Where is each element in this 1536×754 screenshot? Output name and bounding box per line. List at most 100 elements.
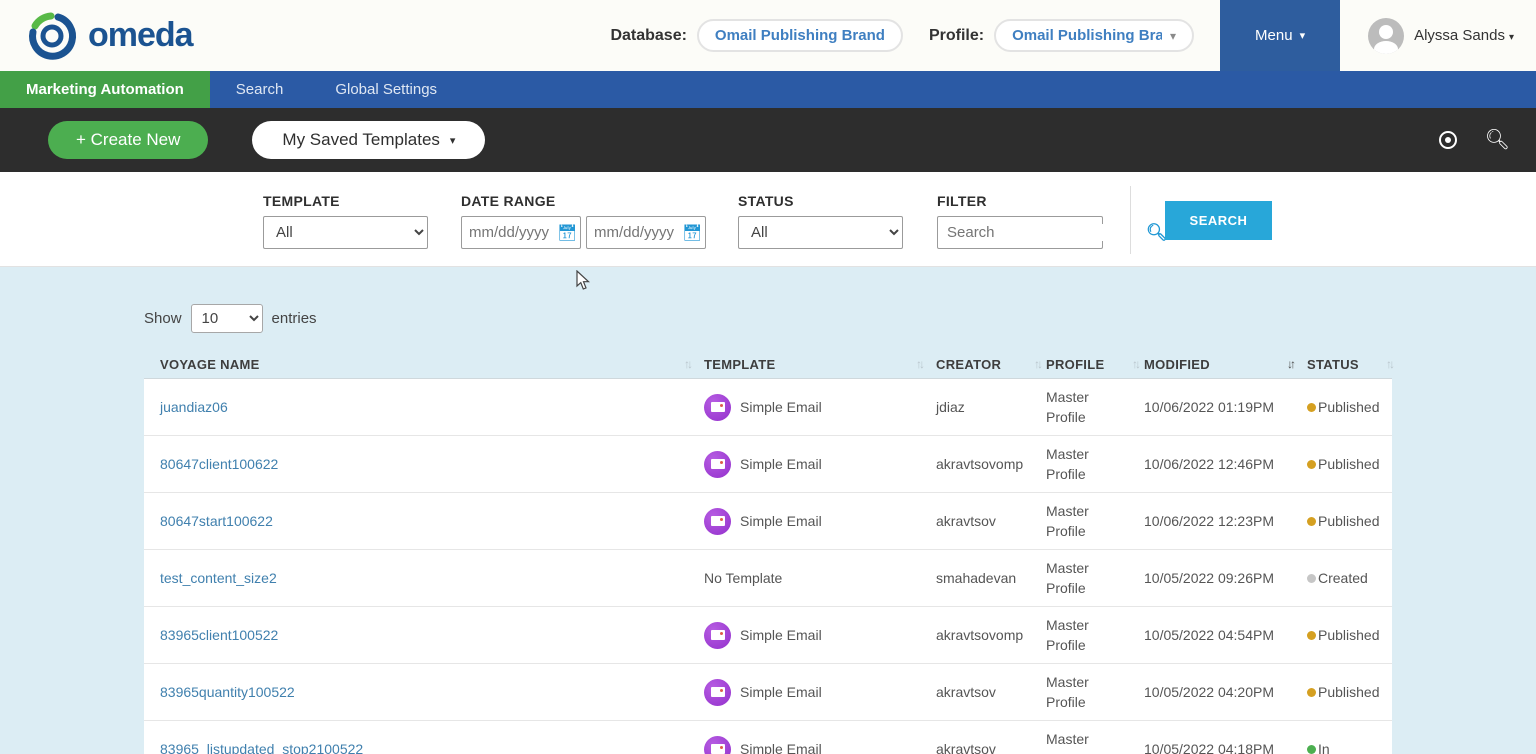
email-template-icon [704,451,731,478]
email-template-icon [704,679,731,706]
nav-tab-global-settings[interactable]: Global Settings [309,71,463,108]
primary-nav: Marketing Automation Search Global Setti… [0,71,1536,108]
status-dot [1307,631,1316,640]
logo-text: omeda [88,16,193,55]
profile-name: Master Profile [1046,501,1144,542]
page-size-select[interactable]: 10 [191,304,263,333]
voyage-name-link[interactable]: juandiaz06 [160,399,228,415]
template-name: Simple Email [740,399,822,415]
column-header-voyage-name[interactable]: VOYAGE NAME↑↓ [144,357,704,372]
status-filter-label: STATUS [738,193,903,209]
table-row[interactable]: 83965client100522 Simple Email akravtsov… [144,607,1392,664]
user-name: Alyssa Sands▾ [1414,27,1514,44]
date-start-input[interactable] [469,224,551,241]
modified-timestamp: 10/06/2022 01:19PM [1144,399,1307,415]
search-button[interactable]: SEARCH [1165,201,1272,240]
template-filter-label: TEMPLATE [263,193,428,209]
database-value: Omail Publishing Brand [715,27,885,44]
profile-name: Master Profile [1046,558,1144,599]
template-filter-select[interactable]: All [263,216,428,249]
status-label: Published [1318,456,1380,472]
sort-icon-active[interactable]: ↓↑ [1287,357,1293,371]
voyage-name-link[interactable]: 83965client100522 [160,627,278,643]
column-header-template[interactable]: TEMPLATE↑↓ [704,357,936,372]
creator-name: smahadevan [936,570,1046,586]
profile-selector[interactable]: Omail Publishing Bran ▾ [994,19,1194,52]
filter-search-input[interactable] [947,224,1146,241]
status-dot [1307,745,1316,754]
entries-label: entries [272,310,317,327]
profile-name: Master Profile [1046,672,1144,713]
date-end-field[interactable]: 📅︎ [586,216,706,249]
status-dot [1307,460,1316,469]
search-icon[interactable]: 🔍︎ [1485,130,1510,150]
nav-tab-marketing-automation[interactable]: Marketing Automation [0,71,210,108]
voyage-table: VOYAGE NAME↑↓ TEMPLATE↑↓ CREATOR↑↓ PROFI… [144,350,1392,754]
email-template-icon [704,394,731,421]
table-row[interactable]: 83965_listupdated_stop2100522 Simple Ema… [144,721,1392,754]
status-dot [1307,403,1316,412]
template-name: Simple Email [740,741,822,754]
template-name: Simple Email [740,456,822,472]
template-name: Simple Email [740,684,822,700]
voyage-name-link[interactable]: 83965_listupdated_stop2100522 [160,741,363,754]
date-range-label: DATE RANGE [461,193,706,209]
date-start-field[interactable]: 📅︎ [461,216,581,249]
status-label: Published [1318,627,1380,643]
table-row[interactable]: 83965quantity100522 Simple Email akravts… [144,664,1392,721]
status-label: In [1318,741,1330,754]
voyage-name-link[interactable]: test_content_size2 [160,570,277,586]
chevron-down-icon: ▾ [1509,32,1514,43]
table-row[interactable]: 80647client100622 Simple Email akravtsov… [144,436,1392,493]
column-header-modified[interactable]: MODIFIED↓↑ [1144,357,1307,372]
show-label: Show [144,310,182,327]
saved-templates-dropdown[interactable]: My Saved Templates ▾ [252,121,485,159]
create-new-button[interactable]: + Create New [48,121,208,159]
voyage-name-link[interactable]: 80647start100622 [160,513,273,529]
sort-icon[interactable]: ↑↓ [1132,357,1138,371]
voyage-name-link[interactable]: 80647client100622 [160,456,278,472]
table-row[interactable]: juandiaz06 Simple Email jdiaz Master Pro… [144,379,1392,436]
profile-name: Master Profile [1046,444,1144,485]
profile-label: Profile: [929,27,984,45]
modified-timestamp: 10/06/2022 12:23PM [1144,513,1307,529]
omeda-logo[interactable]: omeda [26,10,193,62]
omeda-logo-icon [26,10,78,62]
profile-name: Master Profile [1046,615,1144,656]
divider [1130,186,1131,254]
status-label: Published [1318,513,1380,529]
target-icon[interactable] [1439,131,1457,149]
column-header-profile[interactable]: PROFILE↑↓ [1046,357,1144,372]
email-template-icon [704,508,731,535]
sort-icon[interactable]: ↑↓ [1034,357,1040,371]
voyage-name-link[interactable]: 83965quantity100522 [160,684,295,700]
modified-timestamp: 10/06/2022 12:46PM [1144,456,1307,472]
column-header-status[interactable]: STATUS↑↓ [1307,357,1392,372]
table-row[interactable]: test_content_size2 No Template smahadeva… [144,550,1392,607]
profile-name: Master Profile [1046,387,1144,428]
table-row[interactable]: 80647start100622 Simple Email akravtsov … [144,493,1392,550]
status-dot [1307,688,1316,697]
filter-bar: TEMPLATE All DATE RANGE 📅︎ 📅︎ STATUS All… [0,172,1536,267]
email-template-icon [704,736,731,754]
filter-search-field[interactable]: 🔍︎ [937,216,1103,249]
database-selector[interactable]: Omail Publishing Brand [697,19,903,52]
date-end-input[interactable] [594,224,676,241]
sort-icon[interactable]: ↑↓ [684,357,690,371]
modified-timestamp: 10/05/2022 04:54PM [1144,627,1307,643]
user-menu[interactable]: Alyssa Sands▾ [1368,18,1514,54]
calendar-icon[interactable]: 📅︎ [682,223,702,243]
sort-icon[interactable]: ↑↓ [1386,357,1392,371]
page-size-control: Show 10 entries [144,304,317,333]
status-label: Created [1318,570,1368,586]
status-filter-select[interactable]: All [738,216,903,249]
calendar-icon[interactable]: 📅︎ [557,223,577,243]
profile-name: Master Profile [1046,729,1144,754]
nav-tab-search[interactable]: Search [210,71,310,108]
creator-name: akravtsovomp [936,627,1046,643]
modified-timestamp: 10/05/2022 09:26PM [1144,570,1307,586]
table-body: juandiaz06 Simple Email jdiaz Master Pro… [144,378,1392,754]
column-header-creator[interactable]: CREATOR↑↓ [936,357,1046,372]
menu-button[interactable]: Menu ▾ [1220,0,1340,71]
sort-icon[interactable]: ↑↓ [916,357,922,371]
